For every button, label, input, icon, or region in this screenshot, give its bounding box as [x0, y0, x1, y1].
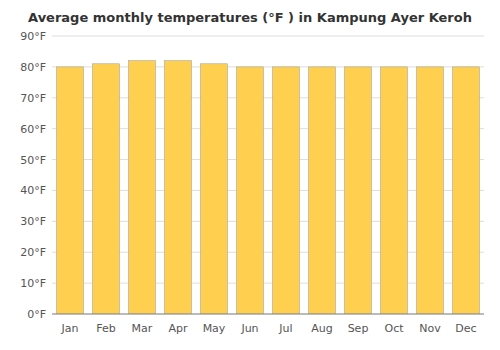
y-grid: [52, 36, 484, 314]
y-tick-label: 20°F: [20, 246, 46, 259]
y-tick-label: 40°F: [20, 184, 46, 197]
x-tick-label: Jun: [240, 322, 258, 335]
grid-line: [52, 314, 484, 315]
x-tick-label: Apr: [168, 322, 188, 335]
bar: [345, 67, 372, 314]
y-tick-label: 90°F: [20, 30, 46, 43]
grid-line: [52, 36, 484, 37]
chart-container: Average monthly temperatures (°F ) in Ka…: [0, 0, 500, 350]
y-tick-label: 60°F: [20, 123, 46, 136]
bar: [381, 67, 408, 314]
bar: [237, 67, 264, 314]
x-tick-label: Aug: [311, 322, 332, 335]
x-tick-label: Oct: [384, 322, 404, 335]
bar: [57, 67, 84, 314]
x-tick-label: Sep: [348, 322, 369, 335]
bar: [417, 67, 444, 314]
y-tick-label: 0°F: [27, 308, 46, 321]
x-tick-label: Nov: [419, 322, 441, 335]
y-tick-label: 80°F: [20, 61, 46, 74]
y-tick-label: 30°F: [20, 215, 46, 228]
y-tick-labels: 0°F 10°F 20°F 30°F 40°F 50°F 60°F 70°F 80°F 90°F: [20, 30, 46, 321]
bar: [309, 67, 336, 314]
y-tick-label: 50°F: [20, 154, 46, 167]
chart-svg: Average monthly temperatures (°F ) in Ka…: [0, 0, 500, 350]
bar: [165, 61, 192, 314]
x-tick-label: Mar: [132, 322, 153, 335]
chart-title: Average monthly temperatures (°F ) in Ka…: [28, 10, 472, 25]
bar: [453, 67, 480, 314]
y-tick-label: 10°F: [20, 277, 46, 290]
bar: [93, 64, 120, 314]
x-tick-label: Jul: [278, 322, 292, 335]
bars: [57, 61, 480, 314]
x-tick-label: May: [203, 322, 226, 335]
x-axis-line: [52, 314, 484, 315]
bar: [201, 64, 228, 314]
x-tick-label: Jan: [61, 322, 79, 335]
x-tick-label: Feb: [96, 322, 115, 335]
bar: [129, 61, 156, 314]
x-tick-labels: Jan Feb Mar Apr May Jun Jul Aug Sep Oct Nov Dec: [61, 322, 477, 335]
bar: [273, 67, 300, 314]
x-tick-label: Dec: [455, 322, 476, 335]
y-tick-label: 70°F: [20, 92, 46, 105]
